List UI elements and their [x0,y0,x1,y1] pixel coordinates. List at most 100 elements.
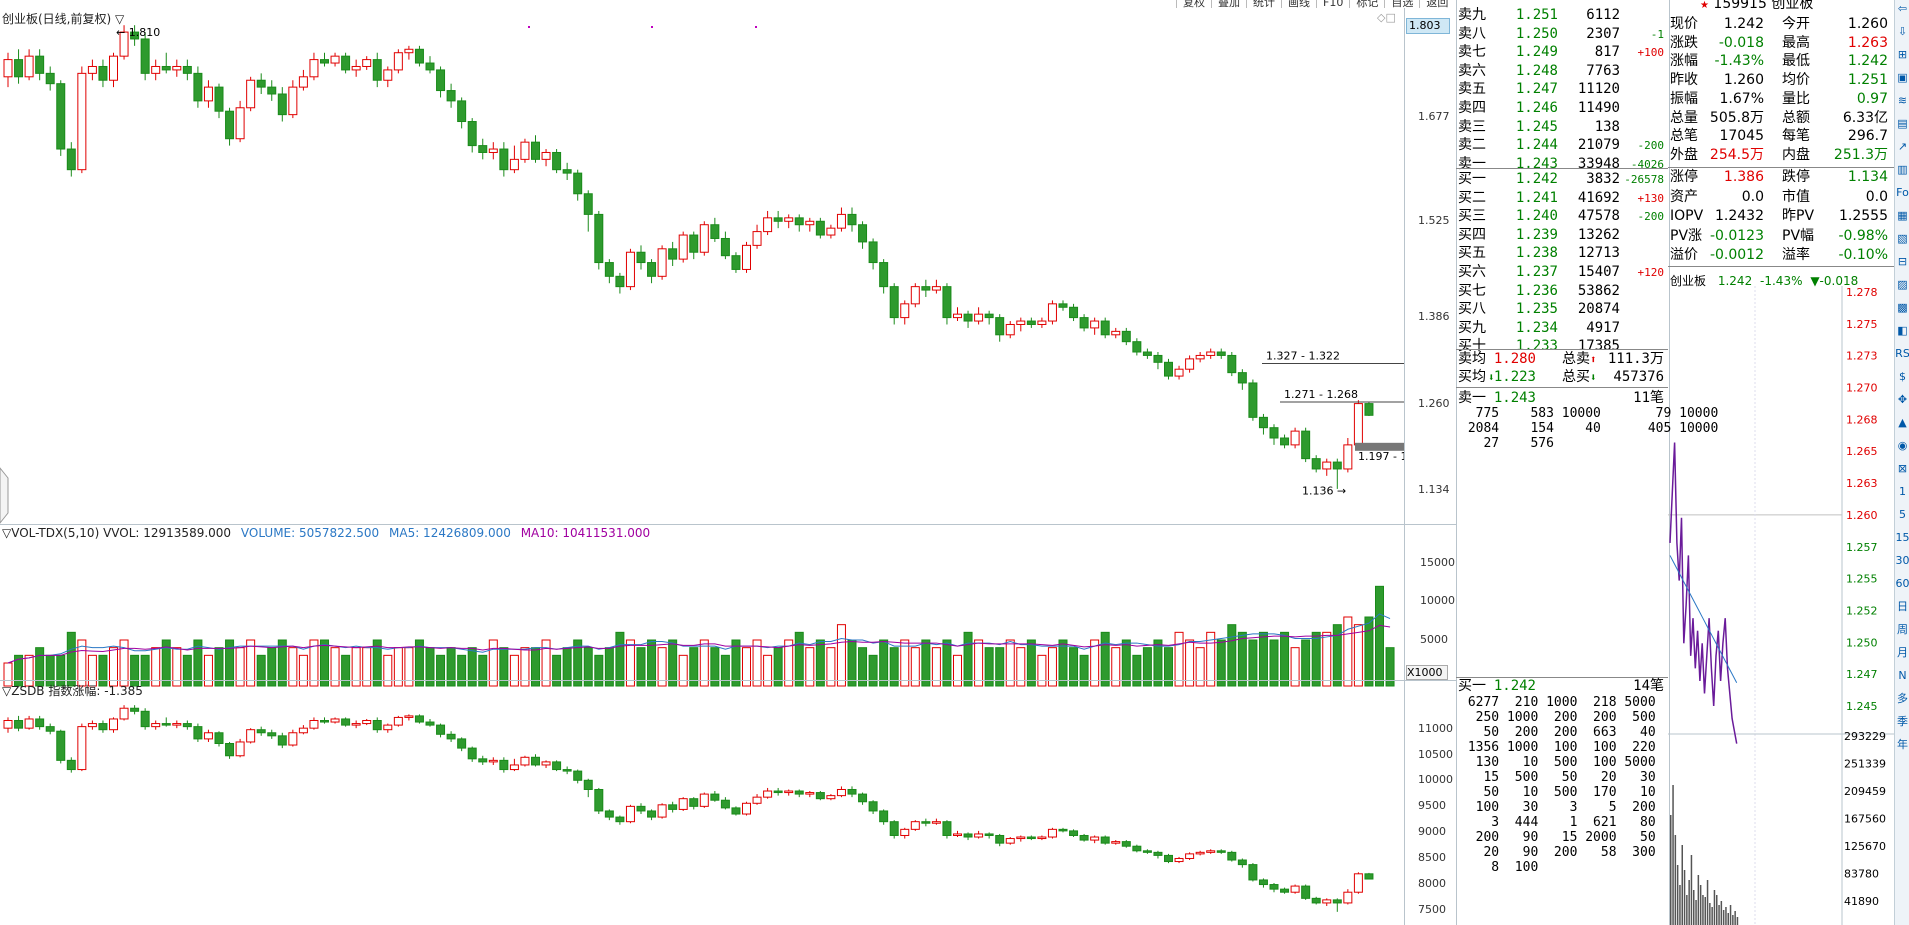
quote-row: 现价 1.242 今开 1.260 [1670,15,1888,34]
side-tool-icon[interactable]: ◧ [1897,324,1908,337]
side-tool-icon[interactable]: ▣ [1897,71,1908,84]
toolbar-button-2[interactable]: 统计 [1246,0,1281,8]
toolbar-button-5[interactable]: 标记 [1349,0,1384,8]
quote-value: 1.2432 [1715,208,1764,225]
side-tool-icon[interactable]: ▧ [1897,232,1908,245]
zsdb-candle [910,821,920,830]
scroll-left-icon[interactable] [0,467,9,524]
toolbar-button-1[interactable]: 叠加 [1211,0,1246,8]
side-tool-icon[interactable]: 60 [1895,577,1909,590]
volume-bar [1121,639,1131,687]
intraday-volume-bar [1704,897,1706,925]
intraday-volume-bar [1732,915,1734,925]
price-tick-label: 1.134 [1418,483,1450,497]
candle-body [1343,444,1353,470]
orderbook-quantity: 11490 [1577,100,1620,116]
candle-body [752,231,762,246]
side-tool-icon[interactable]: 年 [1897,738,1908,751]
side-tool-icon[interactable]: $ [1899,370,1906,383]
candle-body [731,255,741,270]
sell1-queue-count: 11笔 [1633,390,1664,406]
side-tool-icon[interactable]: ⇩ [1897,25,1908,38]
zsdb-candle [98,723,108,731]
zsdb-candle [1332,899,1342,904]
toolbar: 复权 叠加 统计 画线 F10 标记 自选 返回 [1176,0,1454,8]
side-tool-icon[interactable]: ⇦ [1897,2,1908,15]
zsdb-candle [847,788,857,795]
candle-body [910,286,920,305]
side-tool-icon[interactable]: 5 [1899,508,1906,521]
toolbar-button-6[interactable]: 自选 [1384,0,1419,8]
orderbook-quantity: 3832 [1586,171,1620,187]
orderbook-change: -200 [1637,210,1665,224]
side-tool-icon[interactable]: 1 [1899,485,1906,498]
orderbook-price: 1.249 [1515,44,1558,61]
side-tool-icon[interactable]: ◉ [1897,439,1908,452]
buy-average-row: 买均 ⬇ 1.223 总买 ⬇ 457376 [1458,368,1664,387]
volume-bar [826,647,836,687]
candle-body [847,213,857,226]
volume-bar [1332,624,1342,687]
candlestick-chart[interactable]: 1.327 - 1.322 1.271 - 1.268 1.197 - 1 ← 1.8… [0,8,1404,925]
intraday-volume-tick: 83780 [1844,868,1879,881]
volume-bar [35,647,45,687]
side-tool-icon[interactable]: ↗ [1897,140,1908,153]
side-tool-icon[interactable]: ▦ [1897,209,1908,222]
side-tool-icon[interactable]: 季 [1897,715,1908,728]
orderbook-quantity: 33948 [1577,155,1620,172]
volume-bar [66,631,76,687]
side-tool-icon[interactable]: RS [1895,347,1909,360]
side-tool-icon[interactable]: 月 [1897,646,1908,659]
orderbook-quantity: 41692 [1577,189,1620,206]
intraday-volume-bar [1676,865,1679,925]
side-tool-icon[interactable]: 日 [1897,600,1908,613]
orderbook-quantity: 138 [1594,118,1620,135]
bid-row: 买六 1.237 15407 +120 [1458,263,1664,282]
side-tool-icon[interactable]: Fo [1896,186,1909,199]
quote-row: 总量 505.8万 总额 6.33亿 [1670,109,1888,128]
intraday-name: 创业板 [1670,274,1707,288]
intraday-volume-bar [1683,870,1686,925]
quote-label: 内盘 [1782,146,1810,163]
chart-settings-icon[interactable]: ◇□ [1377,11,1396,24]
toolbar-button-0[interactable]: 复权 [1176,0,1211,8]
side-tool-icon[interactable]: ⊞ [1897,48,1908,61]
candle-body [1100,320,1110,336]
side-tool-icon[interactable]: 多 [1897,692,1908,705]
ask-row: 卖三 1.245 138 [1458,118,1664,137]
intraday-chart[interactable]: 1.278 1.275 1.273 1.270 1.268 1.265 1.263 1.260… [1668,286,1894,925]
toolbar-button-3[interactable]: 画线 [1281,0,1316,8]
side-tool-icon[interactable]: N [1898,669,1907,682]
candle-body [87,65,97,74]
signal-marker [755,26,757,28]
candle-body [1353,403,1363,446]
candle-body [921,286,931,291]
side-tool-icon[interactable]: ⊠ [1897,462,1908,475]
side-tool-icon[interactable]: ▤ [1897,117,1908,130]
candle-body [77,72,87,171]
side-tool-icon[interactable]: 30 [1895,554,1909,567]
orderbook-price: 1.247 [1515,81,1558,98]
toolbar-button-7[interactable]: 返回 [1419,0,1454,8]
zsdb-candle [109,718,118,731]
side-tool-icon[interactable]: ▨ [1897,278,1908,291]
quote-label: 资产 [1670,188,1698,205]
intraday-price-tick: 1.257 [1846,541,1878,554]
volume-bar [573,639,583,687]
side-tool-icon[interactable]: ▩ [1897,301,1908,314]
candle-body [56,83,66,150]
side-tool-icon[interactable]: ▥ [1897,163,1908,176]
candle-body [414,48,424,64]
zsdb-candle [942,821,952,836]
volume-bar [1375,585,1384,687]
main-chart-panel[interactable]: 创业板(日线,前复权) ▽ ◇□ 1.327 - 1.322 1.271 - 1.… [0,8,1404,925]
side-tool-icon[interactable]: ▲ [1898,416,1907,429]
side-tool-icon[interactable]: ⊟ [1897,255,1908,268]
side-tool-icon[interactable]: 周 [1897,623,1908,636]
intraday-volume-tick: 167560 [1844,813,1886,826]
toolbar-button-4[interactable]: F10 [1316,0,1349,8]
side-tool-icon[interactable]: ✥ [1897,393,1908,406]
candle-body [225,110,235,140]
side-tool-icon[interactable]: 15 [1895,531,1909,544]
side-tool-icon[interactable]: ≋ [1897,94,1908,107]
